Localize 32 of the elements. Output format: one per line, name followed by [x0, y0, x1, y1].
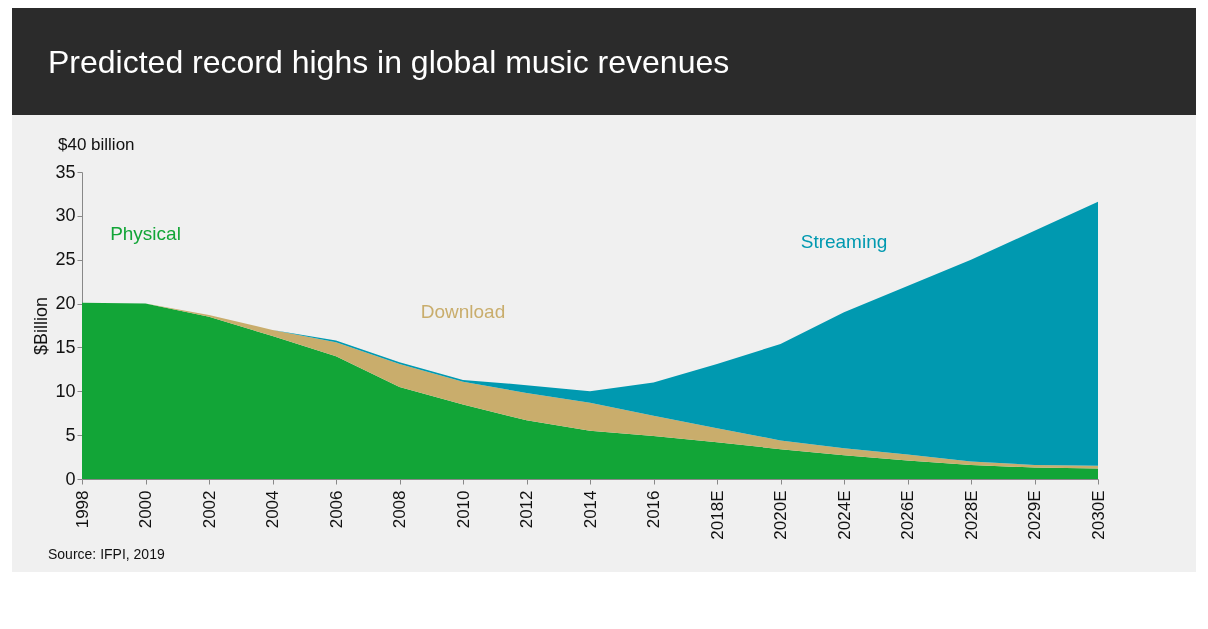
x-tick-label: 2000 — [136, 490, 155, 529]
y-tick-label: 30 — [55, 205, 76, 226]
text: Streaming — [800, 231, 888, 253]
x-tick-label: 2008 — [390, 490, 409, 529]
x-tick-label: 2018E — [707, 490, 727, 540]
x-tick-label: 2024E — [834, 490, 854, 540]
y-tick-label: 15 — [55, 336, 76, 357]
x-tick-label: 2012 — [517, 490, 536, 529]
y-tick-label: 35 — [55, 161, 76, 182]
source-note: Source: IFPI, 2019 — [47, 546, 166, 564]
text: Physical — [110, 222, 181, 244]
x-tick-label: 2026E — [898, 490, 917, 540]
x-tick-label: 2020E — [771, 490, 790, 540]
y-tick-label: 25 — [55, 249, 76, 270]
y-tick-label: 0 — [65, 468, 76, 489]
text: $40 billion — [57, 134, 136, 155]
x-tick-label: 2014 — [580, 490, 600, 529]
x-tick-label: 2028E — [961, 490, 981, 540]
x-tick-label: 2029E — [1025, 490, 1044, 540]
chart-title: Predicted record highs in global music revenues — [12, 8, 1196, 115]
x-tick-label: 2004 — [263, 490, 282, 529]
y-tick-label: 20 — [55, 293, 76, 314]
y-tick-label: 5 — [65, 424, 76, 445]
text: Download — [420, 300, 506, 322]
x-tick-label: 2006 — [326, 490, 346, 529]
y-tick-label: 10 — [55, 380, 76, 401]
x-tick-label: 1998 — [72, 490, 92, 529]
x-tick-label: 2016 — [644, 490, 663, 529]
y-axis-title: $Billion — [31, 296, 52, 356]
x-tick-label: 2030E — [1088, 490, 1108, 540]
x-tick-label: 2010 — [453, 490, 473, 529]
x-tick-label: 2002 — [199, 490, 219, 529]
